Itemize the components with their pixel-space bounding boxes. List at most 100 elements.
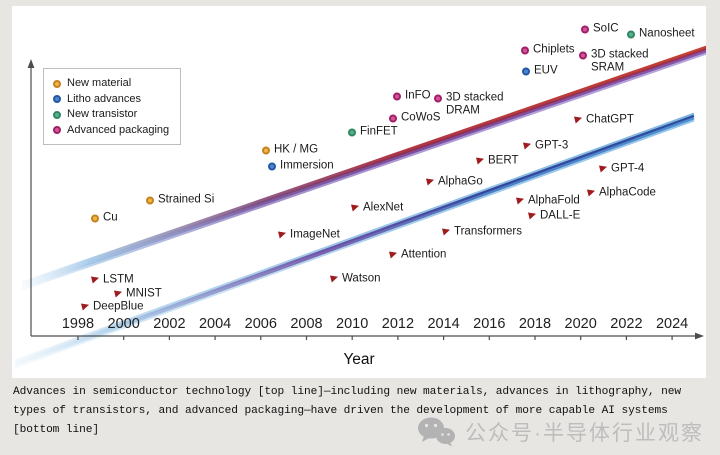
- wechat-icon: [418, 417, 455, 447]
- semiconductor-trend-line: [21, 45, 706, 291]
- semiconductor-milestone-cu: Cu: [91, 212, 118, 225]
- x-tick-label-1998: 1998: [61, 316, 95, 332]
- milestone-label: AlphaGo: [438, 175, 483, 188]
- milestone-label: AlexNet: [363, 201, 404, 214]
- semiconductor-milestone-soic: SoIC: [581, 23, 619, 36]
- packaging-dot-icon: [581, 25, 589, 33]
- ai-milestone-alexnet: AlexNet: [351, 202, 403, 215]
- packaging-dot-icon: [434, 94, 442, 102]
- milestone-label: GPT-4: [611, 162, 645, 175]
- ai-milestone-mnist: MNIST: [114, 288, 162, 301]
- ai-flag-icon: [523, 142, 531, 150]
- milestone-label: Watson: [342, 272, 381, 285]
- transistor-dot-icon: [53, 110, 61, 119]
- milestone-label: AlphaCode: [599, 186, 656, 199]
- milestone-label: DALL-E: [540, 209, 581, 222]
- ai-flag-icon: [587, 189, 595, 197]
- litho-dot-icon: [522, 67, 530, 75]
- ai-flag-icon: [91, 276, 99, 284]
- x-tick-label-2016: 2016: [473, 316, 506, 332]
- ai-flag-icon: [516, 197, 524, 205]
- legend-item-new-transistor: New transistor: [53, 107, 169, 123]
- milestone-label: Transformers: [454, 225, 522, 238]
- axes: [30, 67, 696, 337]
- watermark: 公众号·半导体行业观察: [416, 416, 704, 447]
- semiconductor-milestone-info: InFO: [393, 90, 431, 103]
- ai-trend-line: [14, 112, 695, 369]
- ai-flag-icon: [599, 165, 607, 173]
- material-dot-icon: [146, 196, 154, 204]
- ai-milestone-chatgpt: ChatGPT: [574, 114, 634, 127]
- legend-item-litho-advances: Litho advances: [53, 92, 169, 108]
- x-tick-label-2008: 2008: [290, 316, 323, 332]
- ai-milestone-dall-e: DALL-E: [528, 210, 580, 223]
- semiconductor-milestone-hk-mg: HK / MG: [262, 144, 318, 157]
- ai-milestone-lstm: LSTM: [91, 274, 134, 287]
- x-tick-label-2024: 2024: [655, 316, 689, 332]
- ai-milestone-deepblue: DeepBlue: [81, 301, 144, 314]
- legend-item-advanced-packaging: Advanced packaging: [53, 123, 169, 139]
- packaging-dot-icon: [393, 92, 401, 100]
- milestone-label: ImageNet: [290, 228, 340, 241]
- litho-dot-icon: [53, 95, 61, 104]
- ai-flag-icon: [330, 275, 338, 283]
- ai-milestone-alphago: AlphaGo: [426, 176, 483, 189]
- caption-line-3: [bottom line]: [13, 424, 99, 436]
- semiconductor-milestone-strained-si: Strained Si: [146, 194, 214, 207]
- milestone-label: FinFET: [360, 125, 398, 138]
- semiconductor-milestone-chiplets: Chiplets: [521, 44, 575, 57]
- ai-milestone-imagenet: ImageNet: [278, 229, 340, 242]
- semiconductor-milestone-finfet: FinFET: [348, 126, 398, 139]
- milestone-label: 3D stacked DRAM: [446, 91, 504, 117]
- milestone-label: InFO: [405, 89, 431, 102]
- semiconductor-milestone-nanosheet: Nanosheet: [627, 28, 695, 41]
- caption-line-1: Advances in semiconductor technology [to…: [13, 386, 681, 398]
- legend-label: New material: [67, 77, 132, 89]
- caption: Advances in semiconductor technology [to…: [13, 383, 713, 440]
- milestone-label: CoWoS: [401, 111, 441, 124]
- ai-flag-icon: [574, 116, 582, 124]
- ai-flag-icon: [351, 204, 359, 212]
- ai-milestone-bert: BERT: [476, 155, 518, 168]
- x-tick-label-2018: 2018: [518, 316, 552, 332]
- milestone-label: Attention: [401, 248, 447, 261]
- legend-item-new-material: New material: [53, 76, 169, 92]
- legend-label: Litho advances: [67, 92, 141, 105]
- milestone-label: HK / MG: [274, 143, 319, 156]
- milestone-label: BERT: [488, 154, 519, 167]
- milestone-label: Cu: [103, 211, 118, 224]
- material-dot-icon: [91, 214, 99, 222]
- x-axis-arrow-icon: [695, 332, 704, 340]
- semiconductor-milestone-euv: EUV: [522, 65, 558, 78]
- legend: New material Litho advances New transistor…: [43, 68, 182, 145]
- milestone-label: Immersion: [280, 159, 334, 172]
- milestone-label: 3D stacked SRAM: [591, 48, 649, 74]
- caption-line-2: types of transistors, and advanced packa…: [13, 405, 668, 417]
- milestone-label: SoIC: [593, 22, 619, 35]
- ai-flag-icon: [442, 228, 450, 236]
- x-tick-label-2002: 2002: [153, 316, 186, 332]
- material-dot-icon: [53, 79, 61, 88]
- milestone-label: DeepBlue: [93, 300, 144, 313]
- material-dot-icon: [262, 146, 270, 154]
- packaging-dot-icon: [521, 46, 529, 54]
- legend-label: New transistor: [67, 108, 138, 120]
- x-tick-label-2014: 2014: [427, 316, 460, 332]
- ai-flag-icon: [528, 212, 536, 220]
- chart-panel: New material Litho advances New transistor…: [12, 6, 706, 378]
- ai-milestone-alphacode: AlphaCode: [587, 187, 656, 200]
- milestone-label: GPT-3: [535, 139, 569, 152]
- x-tick-label-2022: 2022: [610, 316, 643, 332]
- ai-flag-icon: [476, 157, 484, 165]
- chart-canvas: [14, 45, 706, 369]
- ai-flag-icon: [114, 290, 122, 298]
- x-tick-label-2004: 2004: [198, 316, 232, 332]
- ai-flag-icon: [426, 178, 434, 186]
- x-axis-title: Year: [343, 351, 375, 368]
- y-axis-arrow-icon: [27, 59, 35, 68]
- packaging-dot-icon: [53, 126, 61, 135]
- packaging-dot-icon: [579, 51, 587, 59]
- x-tick-label-2006: 2006: [244, 316, 277, 332]
- transistor-dot-icon: [627, 30, 635, 38]
